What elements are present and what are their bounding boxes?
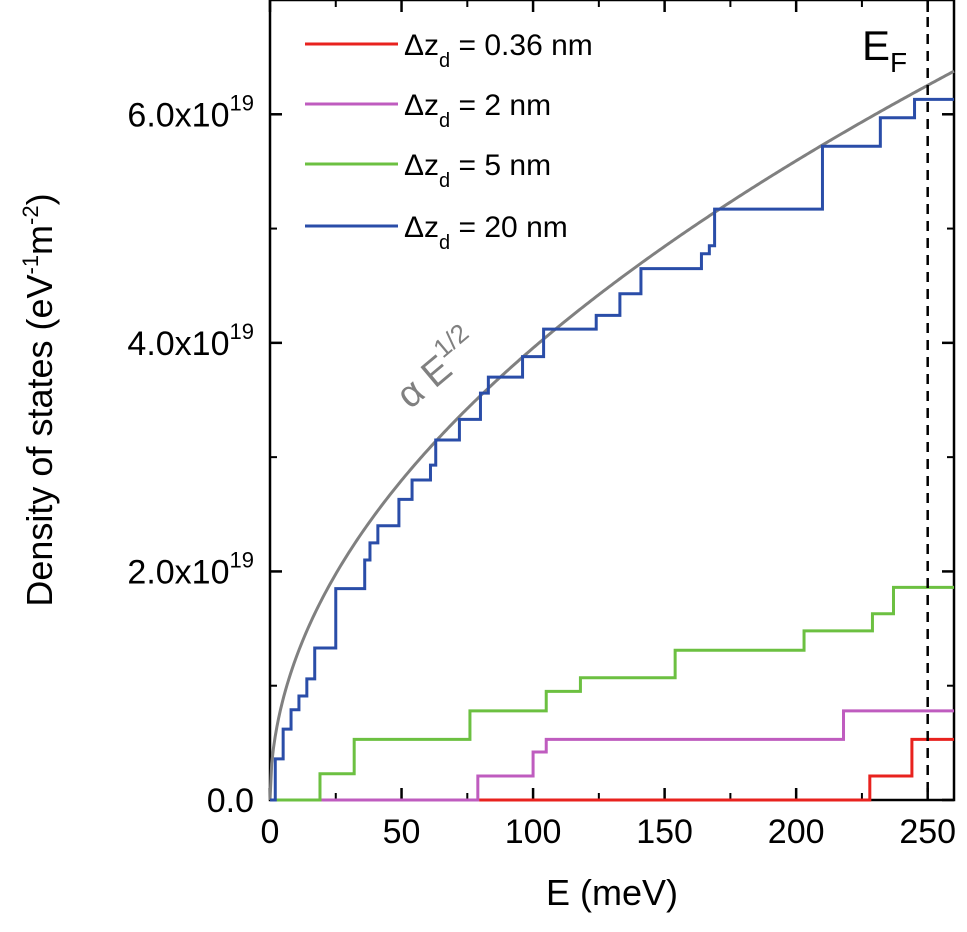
x-tick-label: 50 (383, 813, 421, 851)
y-tick-label: 2.0x1019 (127, 547, 254, 591)
plot-frame (268, 0, 956, 802)
y-tick-label: 4.0x1019 (127, 319, 254, 363)
y-axis-label: Density of states (eV-1m-2) (18, 193, 60, 606)
legend-entry: Δzd = 20 nm (404, 211, 568, 254)
y-tick-label: 6.0x1019 (127, 90, 254, 134)
sqrt-curve (268, 69, 955, 801)
y-tick-labels: 0.0 2.0x1019 4.0x1019 6.0x1019 (127, 90, 254, 820)
series-20nm (270, 97, 954, 802)
series-0-36nm (270, 737, 954, 802)
legend-entry: Δzd = 0.36 nm (404, 29, 593, 72)
x-tick-label: 250 (899, 813, 956, 851)
y-tick-label: 0.0 (207, 782, 254, 820)
legend-entry: Δzd = 2 nm (404, 89, 551, 132)
legend-entry: Δzd = 5 nm (404, 149, 551, 192)
series-5nm (270, 585, 954, 802)
x-tick-label: 100 (505, 813, 562, 851)
axis-ticks (268, 0, 954, 802)
legend: Δzd = 0.36 nm Δzd = 2 nm Δzd = 5 nm Δzd = 2… (305, 29, 593, 254)
x-axis-label: E (meV) (546, 872, 678, 913)
x-tick-labels: 0 50 100 150 200 250 (261, 813, 957, 851)
x-tick-label: 0 (261, 813, 280, 851)
fermi-level-label: EF (862, 22, 907, 78)
x-tick-label: 150 (636, 813, 693, 851)
x-tick-label: 200 (768, 813, 825, 851)
series-2nm (270, 709, 954, 802)
plot-curves (268, 69, 955, 802)
